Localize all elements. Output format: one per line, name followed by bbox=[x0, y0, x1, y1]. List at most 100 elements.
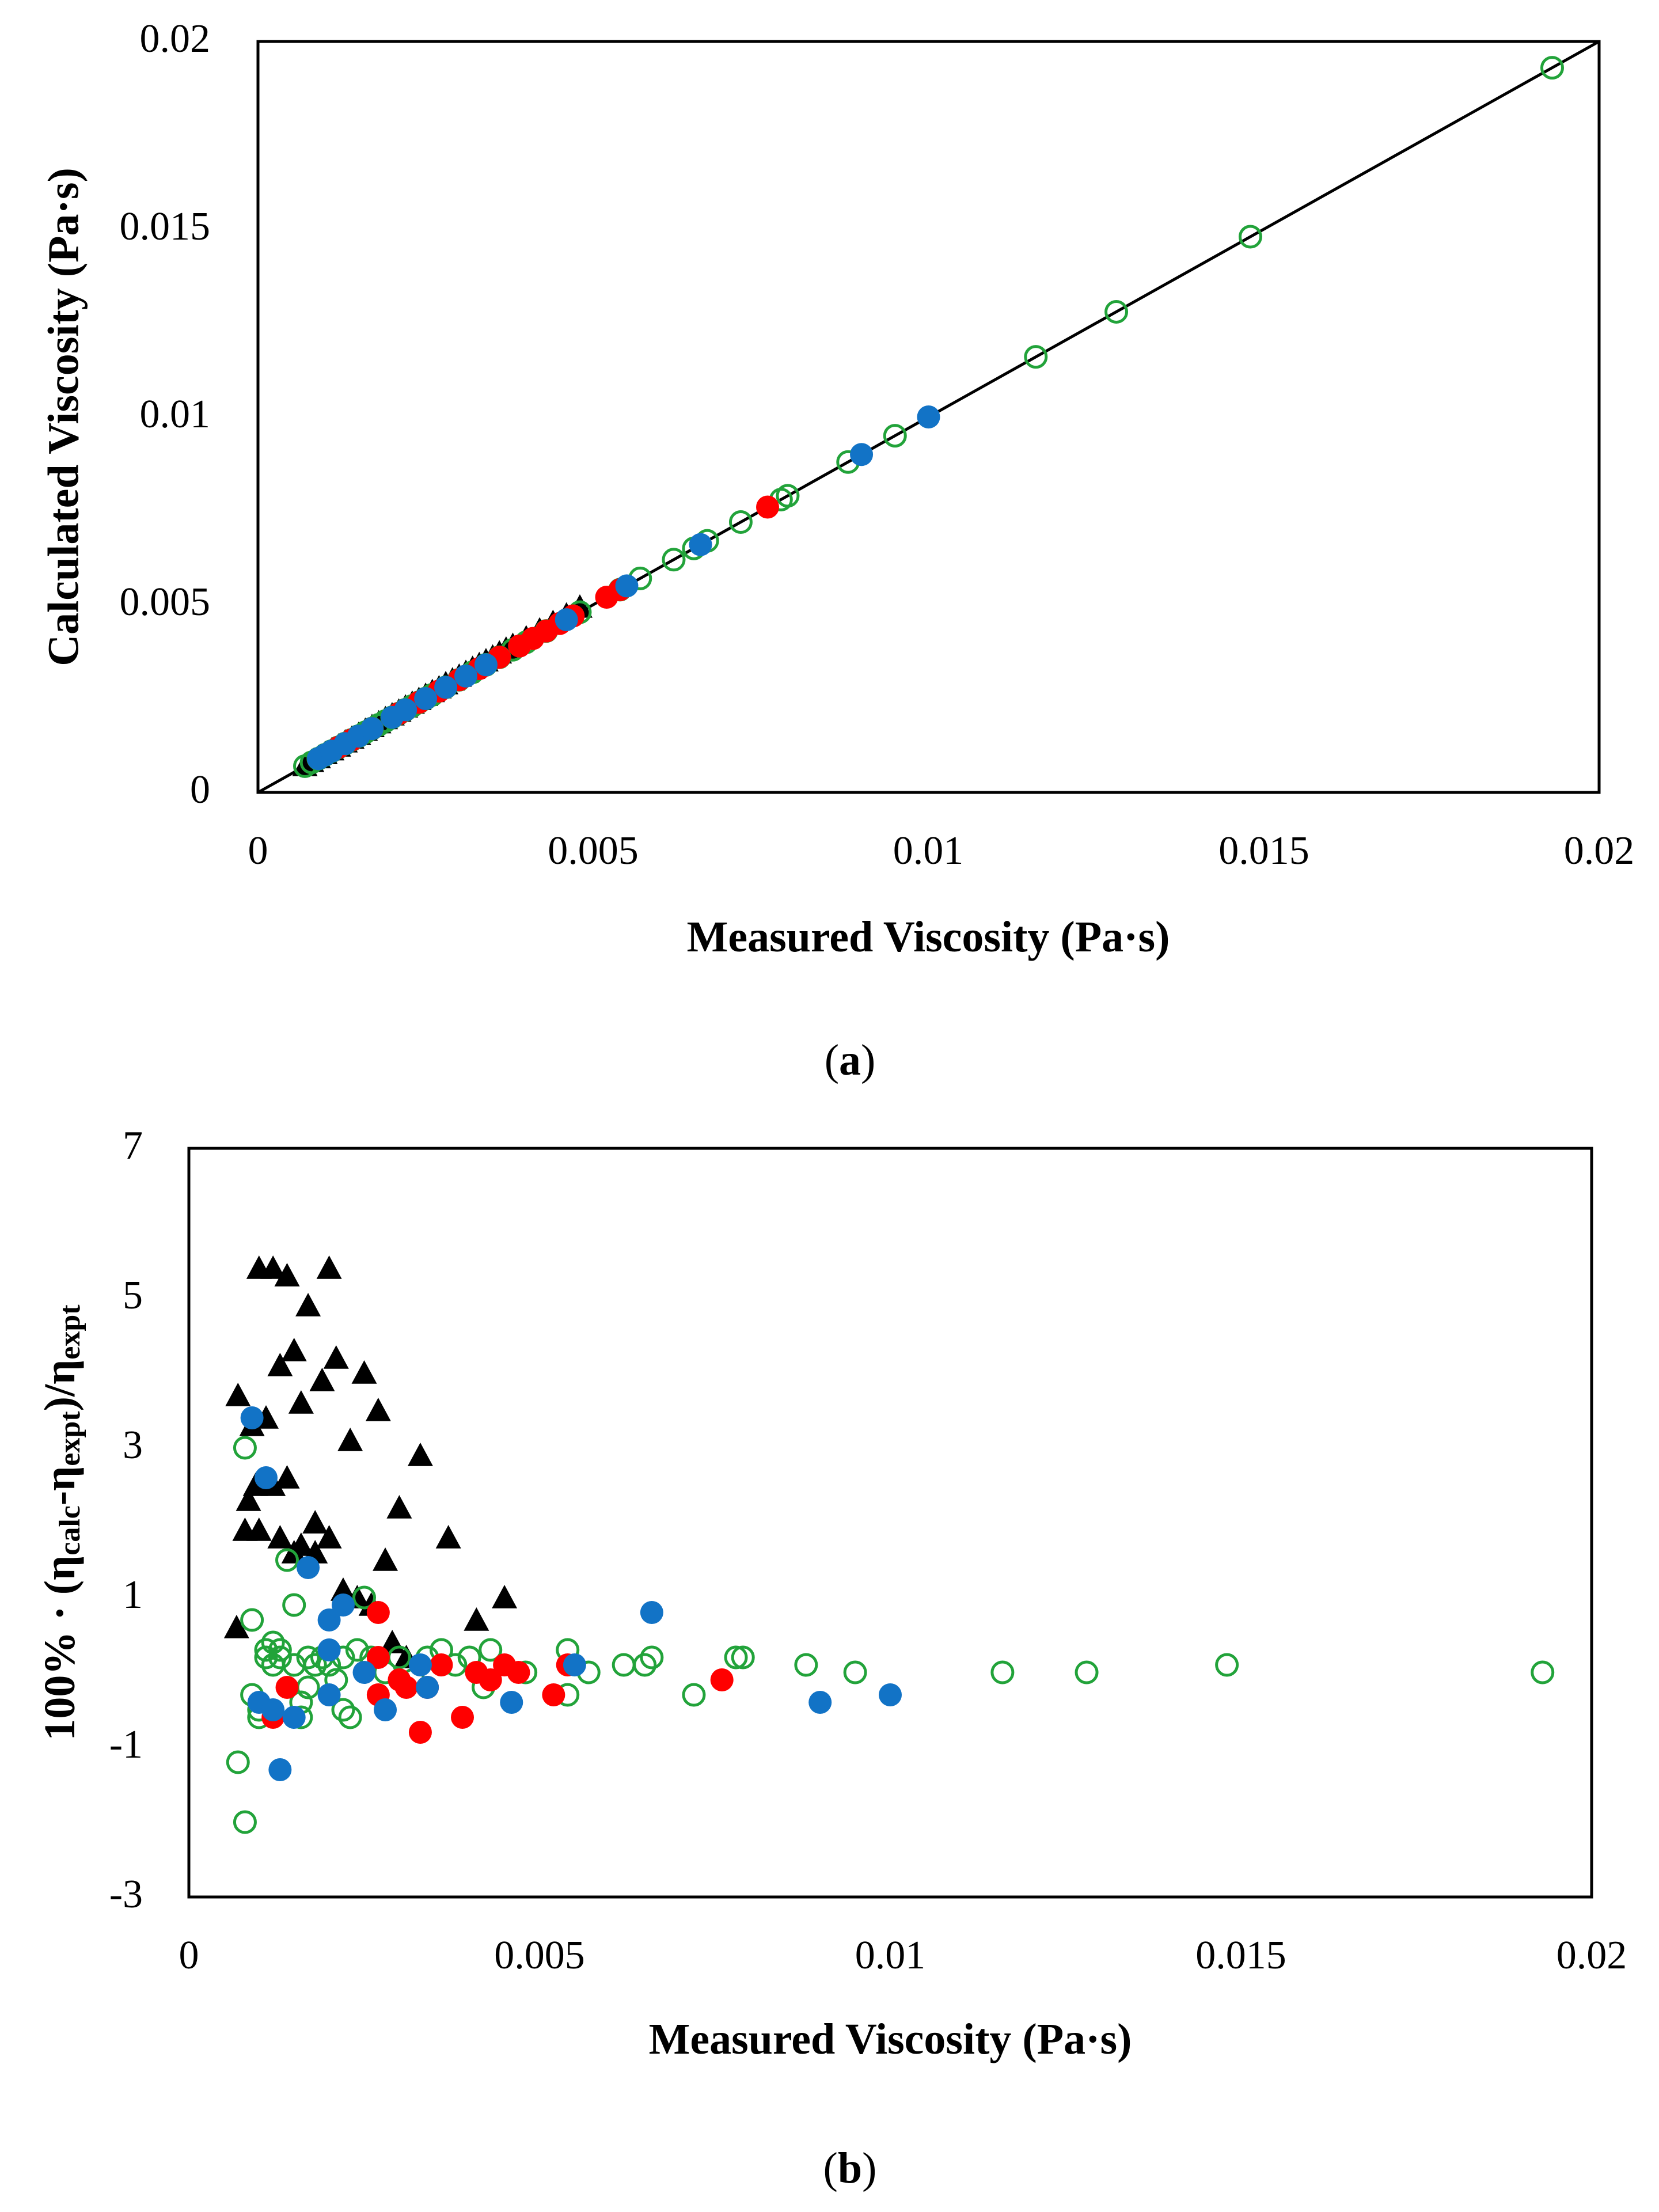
panel-b-series-3-point bbox=[640, 1601, 663, 1624]
panel-a-series-3-point bbox=[555, 608, 578, 632]
panel-b-series-4-point bbox=[1075, 1660, 1099, 1684]
panel-a-series-3-point bbox=[394, 698, 417, 722]
panel-a-series-3-point bbox=[454, 664, 477, 688]
panel-b-series-4-point bbox=[338, 1705, 362, 1729]
panel-b-series-4-point bbox=[479, 1638, 503, 1662]
panel-b-series-1-point bbox=[242, 1473, 268, 1496]
panel-b-series-4-point bbox=[282, 1593, 306, 1617]
panel-b-series-4-point bbox=[296, 1645, 320, 1670]
panel-b-series-1-point bbox=[274, 1465, 300, 1489]
panel-b-series-4-point bbox=[640, 1645, 664, 1670]
panel-b-series-1-point bbox=[309, 1368, 335, 1391]
panel-b-scatter-chart: -3 -1 1 3 5 7 100% · (ηcalc-ηexpt)/ηexpt… bbox=[36, 1124, 1627, 2192]
panel-b-series-4-point bbox=[261, 1630, 285, 1655]
panel-b-series-4-point bbox=[843, 1660, 867, 1684]
panel-b-series-1-point bbox=[386, 1495, 412, 1519]
panel-b-series-4-point bbox=[794, 1653, 818, 1677]
panel-b-series-4-point bbox=[682, 1683, 706, 1707]
panel-b-series-1-point bbox=[365, 1398, 391, 1421]
panel-b-series-4-point bbox=[633, 1653, 657, 1677]
panel-a-ytick: 0 bbox=[190, 768, 210, 812]
panel-b-series-4-point bbox=[352, 1585, 376, 1610]
panel-b-series-1-point bbox=[351, 1360, 377, 1384]
panel-a-xtick: 0.005 bbox=[548, 829, 639, 873]
panel-b-series-4-point bbox=[990, 1660, 1015, 1684]
panel-b-series-3-point bbox=[297, 1556, 320, 1579]
panel-b-series-4-point bbox=[226, 1750, 250, 1774]
panel-b-series-1-point bbox=[236, 1488, 261, 1511]
panel-b-series-1-point bbox=[288, 1390, 314, 1414]
panel-a-series-3-point bbox=[414, 687, 438, 710]
panel-b-series-4-point bbox=[345, 1638, 369, 1662]
panel-b-series-3-point bbox=[879, 1683, 902, 1706]
panel-a-scatter-chart: 0 0.005 0.01 0.015 0.02 Calculated Visco… bbox=[39, 17, 1634, 1084]
panel-b-series-3-point bbox=[416, 1676, 439, 1699]
panel-a-xtick: 0.02 bbox=[1564, 829, 1635, 873]
panel-a-series-4-point bbox=[883, 424, 907, 448]
panel-b-series-2-point bbox=[479, 1668, 502, 1691]
panel-b-series-1-point bbox=[323, 1345, 349, 1369]
panel-b-series-2-point bbox=[507, 1661, 530, 1684]
panel-b-series-3-point bbox=[500, 1691, 523, 1714]
panel-b-ytick: 3 bbox=[123, 1423, 143, 1467]
panel-a-ytick: 0.005 bbox=[120, 580, 211, 624]
panel-b-ytick: 5 bbox=[123, 1273, 143, 1318]
panel-b-series-3-point bbox=[352, 1661, 376, 1684]
panel-b-series-2-point bbox=[542, 1683, 565, 1706]
panel-a-series-4-point bbox=[776, 484, 800, 508]
panel-a-x-axis: 0 0.005 0.01 0.015 0.02 Measured Viscosi… bbox=[248, 829, 1635, 961]
panel-b-series-1-point bbox=[492, 1585, 518, 1608]
panel-b-series-1-point bbox=[337, 1428, 363, 1451]
panel-b-ytick: -3 bbox=[109, 1872, 143, 1917]
panel-a-series-4-point bbox=[1104, 299, 1129, 324]
panel-a-series-3-point bbox=[360, 717, 384, 741]
panel-b-series-4-point bbox=[254, 1645, 278, 1670]
panel-b-series-3-point bbox=[261, 1698, 285, 1721]
panel-b-series-1-point bbox=[281, 1338, 307, 1361]
panel-b-plot-area bbox=[187, 1147, 1593, 1899]
panel-a-series-4-point bbox=[728, 510, 753, 534]
panel-a-series-3-point bbox=[474, 653, 498, 677]
panel-b-series-3-point bbox=[808, 1691, 832, 1714]
panel-b-series-3-point bbox=[240, 1406, 264, 1429]
panel-b-series-4-point bbox=[1531, 1660, 1555, 1684]
panel-a-ytick: 0.015 bbox=[120, 204, 211, 249]
panel-b-markers bbox=[223, 1255, 1555, 1834]
panel-b-series-4-point bbox=[303, 1653, 327, 1677]
panel-b-series-2-point bbox=[366, 1646, 390, 1669]
panel-b-series-4-point bbox=[724, 1645, 748, 1670]
panel-b-series-1-point bbox=[316, 1255, 342, 1279]
panel-b-series-1-point bbox=[435, 1525, 461, 1549]
panel-a-series-3-point bbox=[434, 676, 458, 699]
panel-b-series-4-point bbox=[331, 1698, 355, 1722]
panel-b-series-4-point bbox=[1215, 1653, 1239, 1677]
panel-a-xlabel: Measured Viscosity (Pa·s) bbox=[687, 913, 1170, 961]
panel-b-series-3-point bbox=[317, 1608, 341, 1632]
panel-a-series-4-point bbox=[662, 548, 686, 572]
panel-a-series-3-point bbox=[615, 574, 639, 598]
panel-b-series-2-point bbox=[408, 1721, 432, 1744]
panel-a-series-3-point bbox=[917, 405, 940, 428]
panel-b-series-3-point bbox=[563, 1653, 586, 1676]
panel-b-series-3-point bbox=[317, 1638, 341, 1661]
panel-b-series-3-point bbox=[282, 1706, 306, 1729]
panel-a-ytick: 0.01 bbox=[140, 392, 211, 437]
panel-b-series-4-point bbox=[233, 1810, 257, 1834]
panel-b-series-1-point bbox=[407, 1443, 433, 1466]
panel-a-series-3-point bbox=[850, 443, 874, 466]
panel-b-ytick: -1 bbox=[109, 1722, 143, 1767]
panel-a-xtick: 0 bbox=[248, 829, 268, 873]
panel-b-series-1-point bbox=[246, 1517, 272, 1541]
panel-b-series-2-point bbox=[394, 1676, 418, 1699]
panel-b-ylabel: 100% · (ηcalc-ηexpt)/ηexpt bbox=[36, 1304, 86, 1741]
panel-b-series-2-point bbox=[430, 1653, 453, 1676]
panel-b-series-1-point bbox=[267, 1353, 293, 1376]
panel-a-ylabel: Calculated Viscosity (Pa·s) bbox=[39, 168, 88, 666]
panel-b-series-2-point bbox=[451, 1706, 474, 1729]
panel-a-series-2-point bbox=[756, 495, 780, 519]
panel-b-series-1-point bbox=[464, 1607, 489, 1631]
panel-b-series-4-point bbox=[233, 1436, 257, 1460]
panel-a-xtick: 0.01 bbox=[893, 829, 964, 873]
panel-b-series-3-point bbox=[317, 1683, 341, 1706]
panel-b-xtick: 0.015 bbox=[1195, 1933, 1286, 1978]
